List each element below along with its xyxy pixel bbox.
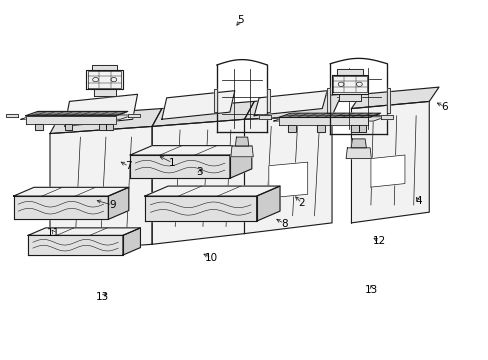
Polygon shape [230, 146, 253, 157]
Polygon shape [50, 109, 162, 134]
Text: 9: 9 [109, 200, 115, 210]
Polygon shape [380, 115, 392, 119]
Polygon shape [92, 65, 117, 70]
Polygon shape [351, 125, 358, 132]
Text: 1: 1 [169, 158, 176, 168]
Polygon shape [35, 123, 42, 130]
Text: 2: 2 [298, 198, 305, 208]
Polygon shape [278, 117, 368, 125]
Text: 7: 7 [125, 161, 132, 171]
Polygon shape [370, 155, 404, 187]
Polygon shape [339, 94, 361, 101]
Polygon shape [64, 123, 72, 130]
Text: 8: 8 [281, 219, 287, 229]
Polygon shape [244, 94, 341, 119]
Polygon shape [346, 148, 371, 158]
Polygon shape [144, 186, 280, 196]
Polygon shape [268, 162, 307, 198]
Polygon shape [266, 89, 269, 112]
Text: 11: 11 [47, 228, 61, 238]
Polygon shape [244, 116, 331, 234]
Polygon shape [326, 88, 329, 113]
Polygon shape [351, 102, 428, 223]
Polygon shape [50, 126, 152, 251]
Polygon shape [235, 137, 248, 146]
Polygon shape [6, 113, 19, 117]
Text: 12: 12 [372, 237, 386, 247]
Text: 3: 3 [196, 167, 203, 177]
Polygon shape [14, 196, 108, 219]
Polygon shape [94, 89, 116, 96]
Polygon shape [229, 145, 251, 178]
Polygon shape [386, 88, 389, 113]
Polygon shape [21, 115, 132, 119]
Polygon shape [122, 228, 140, 255]
Polygon shape [273, 117, 385, 121]
Polygon shape [350, 139, 366, 148]
Polygon shape [317, 125, 324, 132]
Polygon shape [287, 125, 295, 132]
Polygon shape [351, 87, 438, 109]
Polygon shape [144, 196, 256, 221]
Text: 4: 4 [414, 197, 421, 206]
Polygon shape [127, 113, 140, 117]
Polygon shape [28, 235, 122, 255]
Polygon shape [28, 228, 140, 235]
Polygon shape [331, 75, 368, 94]
Polygon shape [256, 186, 280, 221]
Polygon shape [64, 94, 137, 126]
Text: 13: 13 [365, 285, 378, 295]
Polygon shape [278, 113, 380, 117]
Text: 10: 10 [204, 253, 218, 263]
Polygon shape [26, 116, 116, 123]
Polygon shape [26, 111, 127, 116]
Polygon shape [337, 69, 362, 75]
Polygon shape [152, 102, 254, 126]
Polygon shape [106, 123, 113, 130]
Text: 6: 6 [441, 102, 447, 112]
Text: 5: 5 [237, 15, 244, 25]
Polygon shape [14, 187, 128, 196]
Text: 13: 13 [96, 292, 109, 302]
Polygon shape [358, 125, 366, 132]
Polygon shape [108, 187, 128, 219]
Polygon shape [99, 123, 106, 130]
Polygon shape [86, 70, 122, 89]
Polygon shape [130, 155, 229, 178]
Polygon shape [214, 89, 217, 112]
Polygon shape [254, 91, 326, 116]
Polygon shape [162, 91, 234, 119]
Polygon shape [152, 119, 244, 244]
Polygon shape [130, 145, 251, 155]
Polygon shape [259, 115, 271, 119]
